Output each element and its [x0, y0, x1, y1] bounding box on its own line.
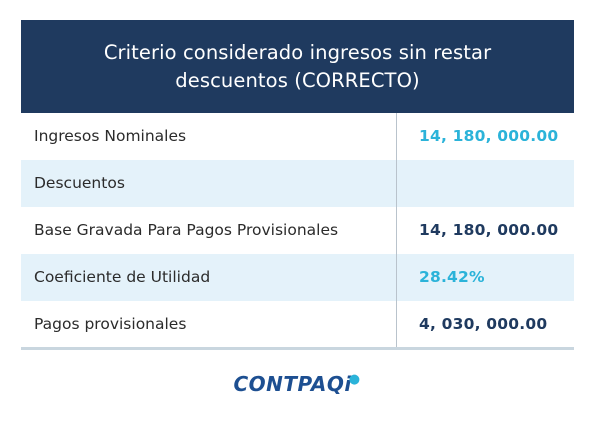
- table-row-descuentos: Descuentos: [21, 160, 574, 207]
- logo-accent-icon: ●: [348, 372, 361, 387]
- table-row-pagos-provisionales: Pagos provisionales 4, 030, 000.00: [21, 301, 574, 348]
- row-label: Coeficiente de Utilidad: [34, 268, 211, 286]
- table-row-base-gravada: Base Gravada Para Pagos Provisionales 14…: [21, 207, 574, 254]
- logo-suffix: i: [344, 372, 352, 396]
- table-header: Criterio considerado ingresos sin restar…: [21, 20, 574, 113]
- row-value: 4, 030, 000.00: [419, 315, 548, 333]
- table-bottom-rule: [21, 347, 574, 350]
- row-label: Pagos provisionales: [34, 315, 187, 333]
- row-label: Base Gravada Para Pagos Provisionales: [34, 221, 339, 239]
- table-row-coeficiente-utilidad: Coeficiente de Utilidad 28.42%: [21, 254, 574, 301]
- table-row-ingresos-nominales: Ingresos Nominales 14, 180, 000.00: [21, 113, 574, 160]
- row-label: Ingresos Nominales: [34, 127, 187, 145]
- row-value: 14, 180, 000.00: [419, 221, 559, 239]
- row-label: Descuentos: [34, 174, 125, 192]
- data-table: Ingresos Nominales 14, 180, 000.00 Descu…: [21, 113, 574, 348]
- logo-text: CONTPAQ: [233, 372, 345, 396]
- contpaqi-logo: CONTPAQi●: [0, 372, 594, 396]
- table-title-line-1: Criterio considerado ingresos sin restar: [103, 40, 492, 64]
- row-value: 14, 180, 000.00: [419, 127, 559, 145]
- column-divider: [396, 113, 397, 350]
- table-title-line-2: descuentos (CORRECTO): [175, 68, 420, 92]
- row-value: 28.42%: [419, 268, 485, 286]
- results-table-card: Criterio considerado ingresos sin restar…: [21, 20, 574, 350]
